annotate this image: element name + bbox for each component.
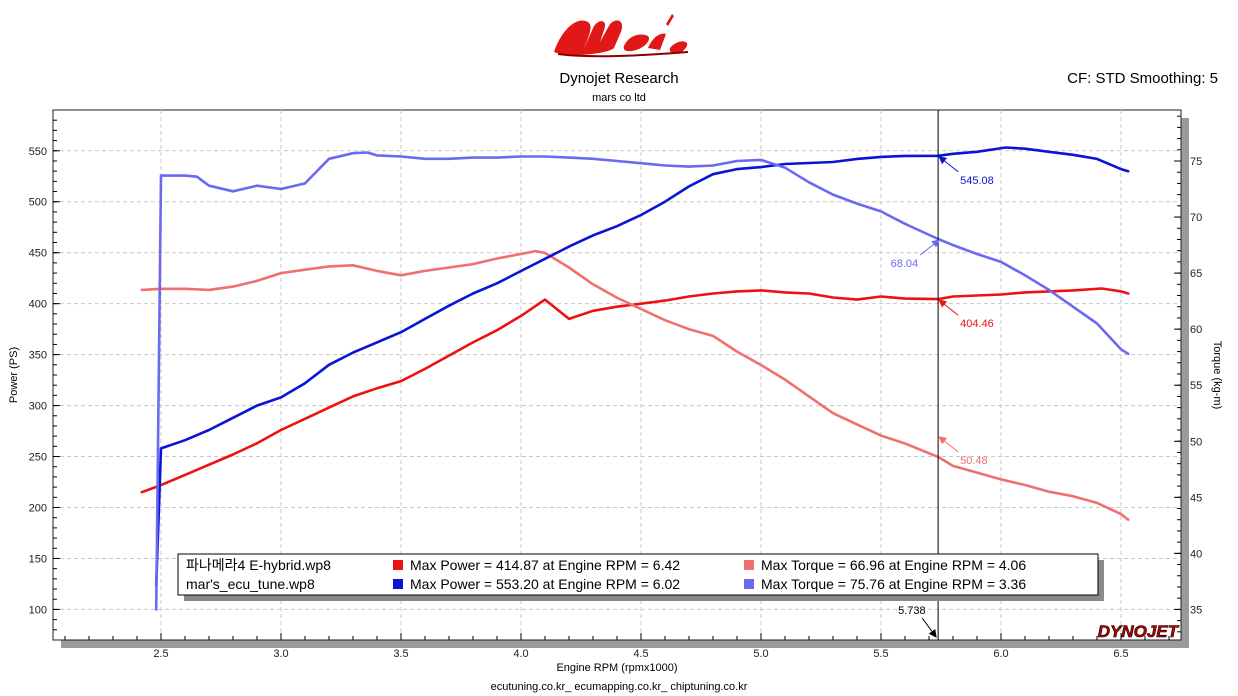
x-tick-label: 6.5 bbox=[1113, 648, 1128, 660]
chart-subtitle: mars co ltd bbox=[592, 92, 646, 104]
plot-area bbox=[52, 109, 1182, 641]
x-tick-label: 4.0 bbox=[513, 648, 528, 660]
chart-title: Dynojet Research bbox=[559, 70, 679, 87]
cursor-value-base-power: 404.46 bbox=[960, 318, 994, 330]
cursor-value-tune-torque: 68.04 bbox=[891, 258, 919, 270]
y2-tick-label: 60 bbox=[1190, 324, 1202, 336]
cursor-value-arrow bbox=[938, 436, 959, 453]
y-tick-label: 350 bbox=[29, 350, 47, 362]
y-tick-label: 550 bbox=[29, 146, 47, 158]
cursor-arrow bbox=[921, 617, 937, 638]
y-tick-label: 400 bbox=[29, 299, 47, 311]
legend-file-name: 파나메라4 E-hybrid.wp8 bbox=[186, 557, 331, 573]
series-line-tune-power bbox=[154, 146, 1130, 588]
y2-tick-label: 35 bbox=[1190, 604, 1202, 616]
cursor-value-arrow bbox=[938, 156, 959, 173]
y-tick-label: 300 bbox=[29, 401, 47, 413]
legend-swatch-torque bbox=[744, 560, 754, 570]
x-tick-label: 2.5 bbox=[153, 648, 168, 660]
y-tick-label: 100 bbox=[29, 604, 47, 616]
y2-tick-label: 75 bbox=[1190, 156, 1202, 168]
y-tick-label: 500 bbox=[29, 197, 47, 209]
x-tick-label: 6.0 bbox=[993, 648, 1008, 660]
y2-tick-label: 55 bbox=[1190, 380, 1202, 392]
y2-tick-label: 50 bbox=[1190, 436, 1202, 448]
cursor-value-base-torque: 50.48 bbox=[960, 455, 988, 467]
x-tick-label: 3.5 bbox=[393, 648, 408, 660]
legend-max-power: Max Power = 553.20 at Engine RPM = 6.02 bbox=[410, 576, 680, 592]
y2-tick-label: 40 bbox=[1190, 548, 1202, 560]
x-axis-title: Engine RPM (rpmx1000) bbox=[556, 662, 677, 674]
legend-file-name: mar's_ecu_tune.wp8 bbox=[186, 576, 315, 592]
y-tick-label: 450 bbox=[29, 248, 47, 260]
legend-swatch-power bbox=[393, 560, 403, 570]
legend-max-torque: Max Torque = 75.76 at Engine RPM = 3.36 bbox=[761, 576, 1026, 592]
y-tick-label: 150 bbox=[29, 553, 47, 565]
y-tick-label: 200 bbox=[29, 503, 47, 515]
y2-tick-label: 65 bbox=[1190, 268, 1202, 280]
legend-max-power: Max Power = 414.87 at Engine RPM = 6.42 bbox=[410, 557, 680, 573]
y-tick-label: 250 bbox=[29, 452, 47, 464]
y2-axis-title: Torque (kg-m) bbox=[1211, 341, 1223, 409]
series-line-tune-torque bbox=[154, 151, 1130, 611]
y-axis-title: Power (PS) bbox=[8, 347, 20, 403]
dynojet-brand: DYNOJET bbox=[1098, 622, 1180, 641]
cursor-value-arrow bbox=[919, 239, 940, 256]
legend-box bbox=[177, 553, 1099, 596]
legend-swatch-power bbox=[393, 579, 403, 589]
y2-tick-label: 70 bbox=[1190, 212, 1202, 224]
mars-logo bbox=[554, 14, 689, 58]
footer-links: ecutuning.co.kr_ ecumapping.co.kr_ chipt… bbox=[490, 681, 748, 693]
x-tick-label: 5.5 bbox=[873, 648, 888, 660]
series-line-base-torque bbox=[140, 249, 1130, 522]
legend-max-torque: Max Torque = 66.96 at Engine RPM = 4.06 bbox=[761, 557, 1026, 573]
x-tick-label: 5.0 bbox=[753, 648, 768, 660]
x-tick-label: 3.0 bbox=[273, 648, 288, 660]
x-tick-label: 4.5 bbox=[633, 648, 648, 660]
cursor-value-tune-power: 545.08 bbox=[960, 175, 994, 187]
legend-swatch-torque bbox=[744, 579, 754, 589]
correction-factor-label: CF: STD Smoothing: 5 bbox=[1067, 70, 1218, 87]
cursor-rpm-label: 5.738 bbox=[898, 605, 926, 617]
y2-tick-label: 45 bbox=[1190, 492, 1202, 504]
series-line-base-power bbox=[140, 287, 1130, 494]
cursor-value-arrow bbox=[938, 299, 959, 316]
